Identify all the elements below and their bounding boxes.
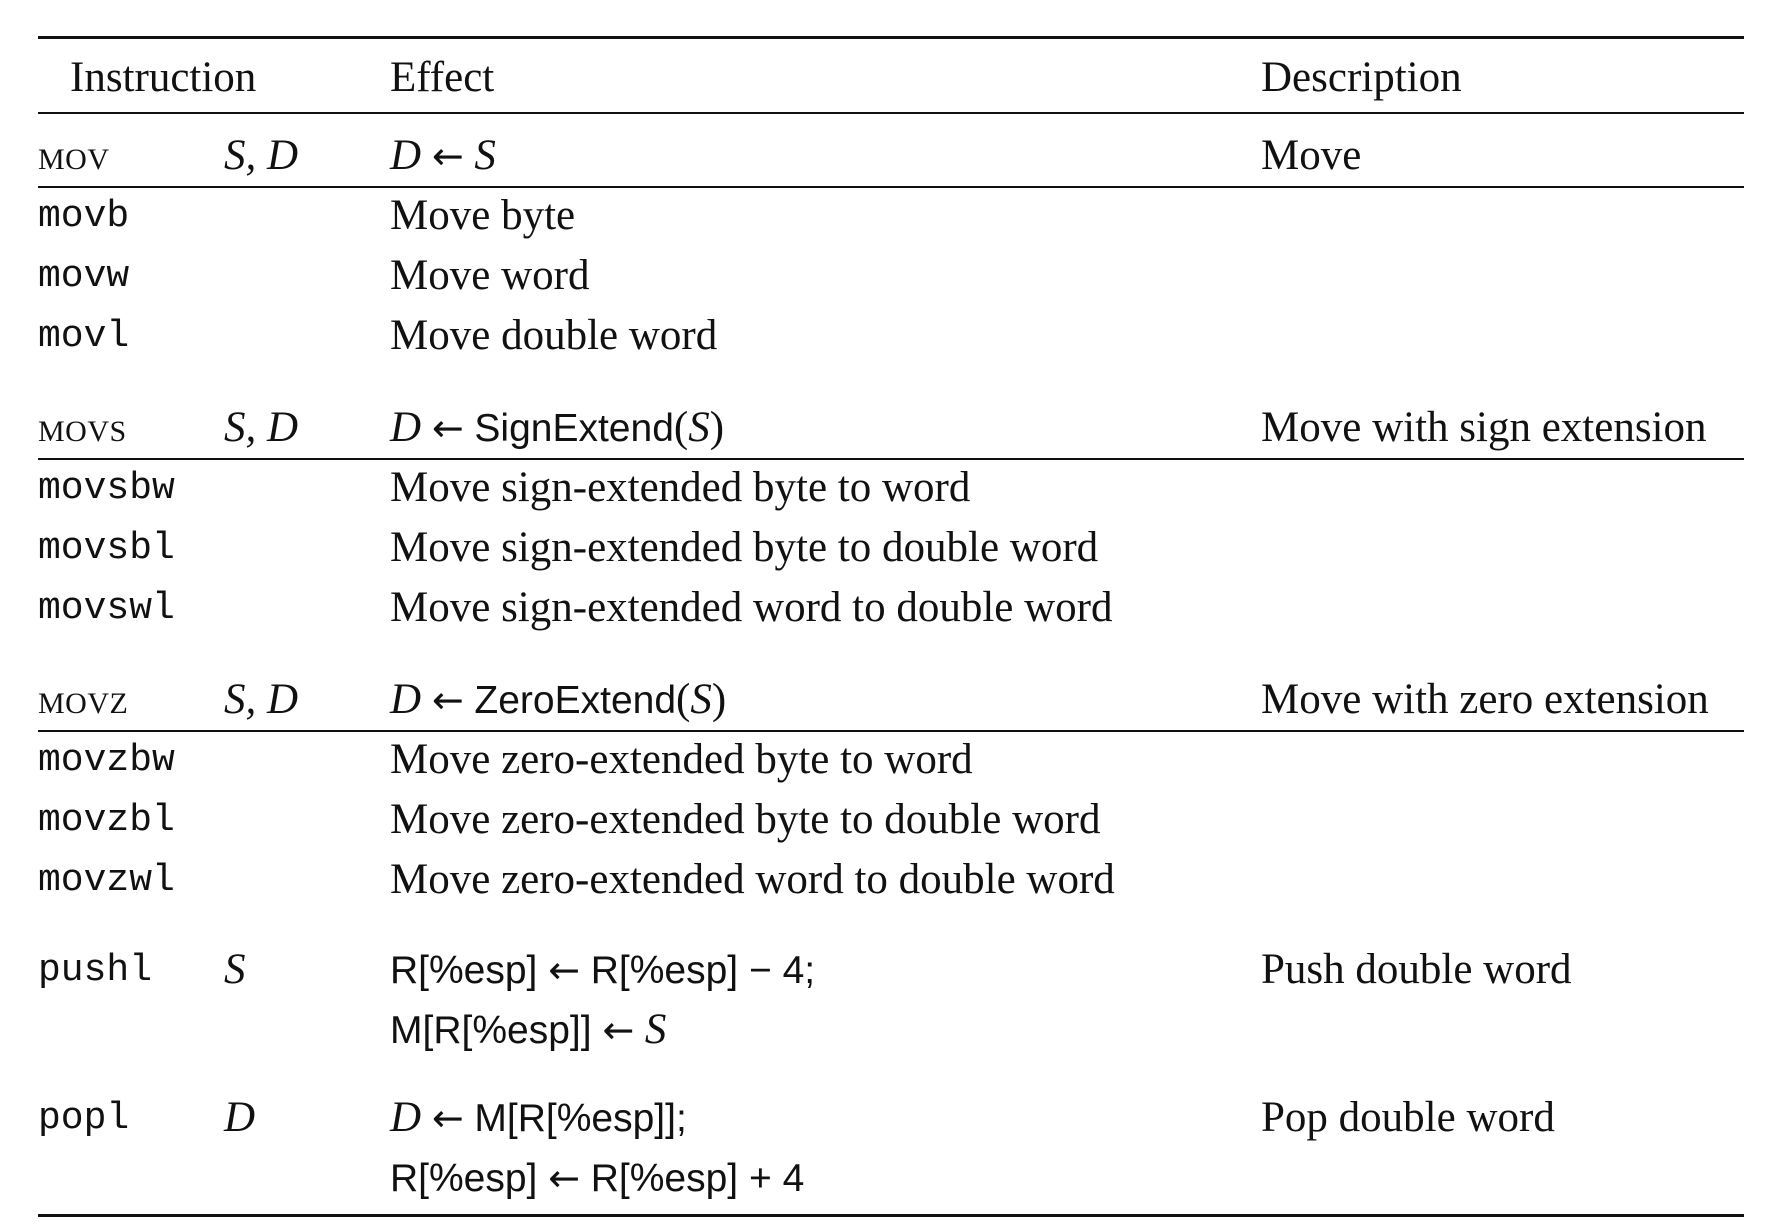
- row-instr: movw: [38, 255, 130, 298]
- row-instr: movsbw: [38, 467, 175, 510]
- movz-rule: [38, 730, 1744, 732]
- group-mov-description: Move: [1261, 132, 1362, 179]
- effect-rhs: R[%esp] + 4: [590, 1157, 805, 1200]
- popl-effect-line2: R[%esp] ← R[%esp] + 4: [390, 1156, 804, 1199]
- effect-dest: D: [390, 404, 422, 451]
- row-effect: Move zero-extended word to double word: [390, 856, 1115, 903]
- pushl-operands: S: [224, 946, 246, 993]
- effect-dest: D: [390, 676, 422, 723]
- row-effect: Move sign-extended word to double word: [390, 584, 1113, 631]
- effect-lhs: R[%esp]: [390, 1157, 538, 1200]
- effect-src: S: [474, 132, 496, 179]
- mov-rule: [38, 186, 1744, 188]
- effect-arg: S: [690, 676, 712, 723]
- bottom-rule: [38, 1214, 1744, 1217]
- row-effect: Move double word: [390, 312, 718, 359]
- popl-effect-line1: D ← M[R[%esp]];: [390, 1096, 687, 1139]
- effect-lhs: D: [390, 1094, 422, 1141]
- row-instr: movb: [38, 195, 130, 238]
- effect-lhs: M[R[%esp]]: [390, 1009, 592, 1052]
- group-mov-effect: D ← S: [390, 134, 496, 177]
- group-movz-operands: S, D: [224, 676, 299, 723]
- group-movs-description: Move with sign extension: [1261, 404, 1707, 451]
- row-effect: Move zero-extended byte to word: [390, 736, 973, 783]
- header-rule: [38, 112, 1744, 114]
- effect-rhs: S: [644, 1006, 667, 1053]
- assign-arrow-icon: ←: [431, 1096, 464, 1140]
- header-instruction: Instruction: [70, 54, 257, 101]
- group-movz-description: Move with zero extension: [1261, 676, 1709, 723]
- row-effect: Move sign-extended byte to double word: [390, 524, 1099, 571]
- popl-instr: popl: [38, 1097, 130, 1140]
- effect-lhs: R[%esp]: [390, 949, 538, 992]
- assign-arrow-icon: ←: [548, 948, 580, 992]
- assign-arrow-icon: ←: [602, 1008, 635, 1052]
- row-instr: movzwl: [38, 859, 175, 902]
- effect-func: SignExtend: [474, 407, 674, 450]
- pushl-effect-line2: M[R[%esp]] ← S: [390, 1008, 666, 1051]
- popl-description: Pop double word: [1261, 1094, 1555, 1141]
- row-effect: Move sign-extended byte to word: [390, 464, 971, 511]
- pushl-instr: pushl: [38, 949, 153, 992]
- assign-arrow-icon: ←: [431, 678, 464, 722]
- effect-rhs: R[%esp] − 4;: [590, 949, 816, 992]
- paren-close: ): [711, 676, 727, 723]
- assign-arrow-icon: ←: [431, 134, 464, 178]
- row-instr: movswl: [38, 587, 175, 630]
- effect-arg: S: [688, 404, 710, 451]
- paren-open: (: [676, 676, 691, 723]
- pushl-description: Push double word: [1261, 946, 1572, 993]
- effect-dest: D: [390, 132, 422, 179]
- paren-open: (: [673, 404, 689, 451]
- row-effect: Move word: [390, 252, 590, 299]
- header-effect: Effect: [390, 54, 495, 101]
- row-effect: Move zero-extended byte to double word: [390, 796, 1101, 843]
- paren-close: ): [709, 404, 725, 451]
- effect-rhs: M[R[%esp]];: [474, 1097, 687, 1140]
- group-movs-operands: S, D: [224, 404, 299, 451]
- pushl-effect-line1: R[%esp] ← R[%esp] − 4;: [390, 948, 815, 991]
- group-movz-name: movz: [38, 676, 129, 723]
- group-mov-name: mov: [38, 132, 110, 179]
- group-mov-operands: S, D: [224, 132, 299, 179]
- popl-operands: D: [224, 1094, 256, 1141]
- group-movs-effect: D ← SignExtend(S): [390, 406, 724, 449]
- header-description: Description: [1261, 54, 1462, 101]
- top-rule: [38, 36, 1744, 39]
- row-instr: movsbl: [38, 527, 175, 570]
- movs-rule: [38, 458, 1744, 460]
- group-movs-name: movs: [38, 404, 127, 451]
- group-movz-effect: D ← ZeroExtend(S): [390, 678, 726, 721]
- row-instr: movzbw: [38, 739, 175, 782]
- row-effect: Move byte: [390, 192, 576, 239]
- assign-arrow-icon: ←: [431, 406, 464, 450]
- row-instr: movzbl: [38, 799, 175, 842]
- row-instr: movl: [38, 315, 130, 358]
- effect-func: ZeroExtend: [474, 679, 677, 722]
- assign-arrow-icon: ←: [548, 1156, 580, 1200]
